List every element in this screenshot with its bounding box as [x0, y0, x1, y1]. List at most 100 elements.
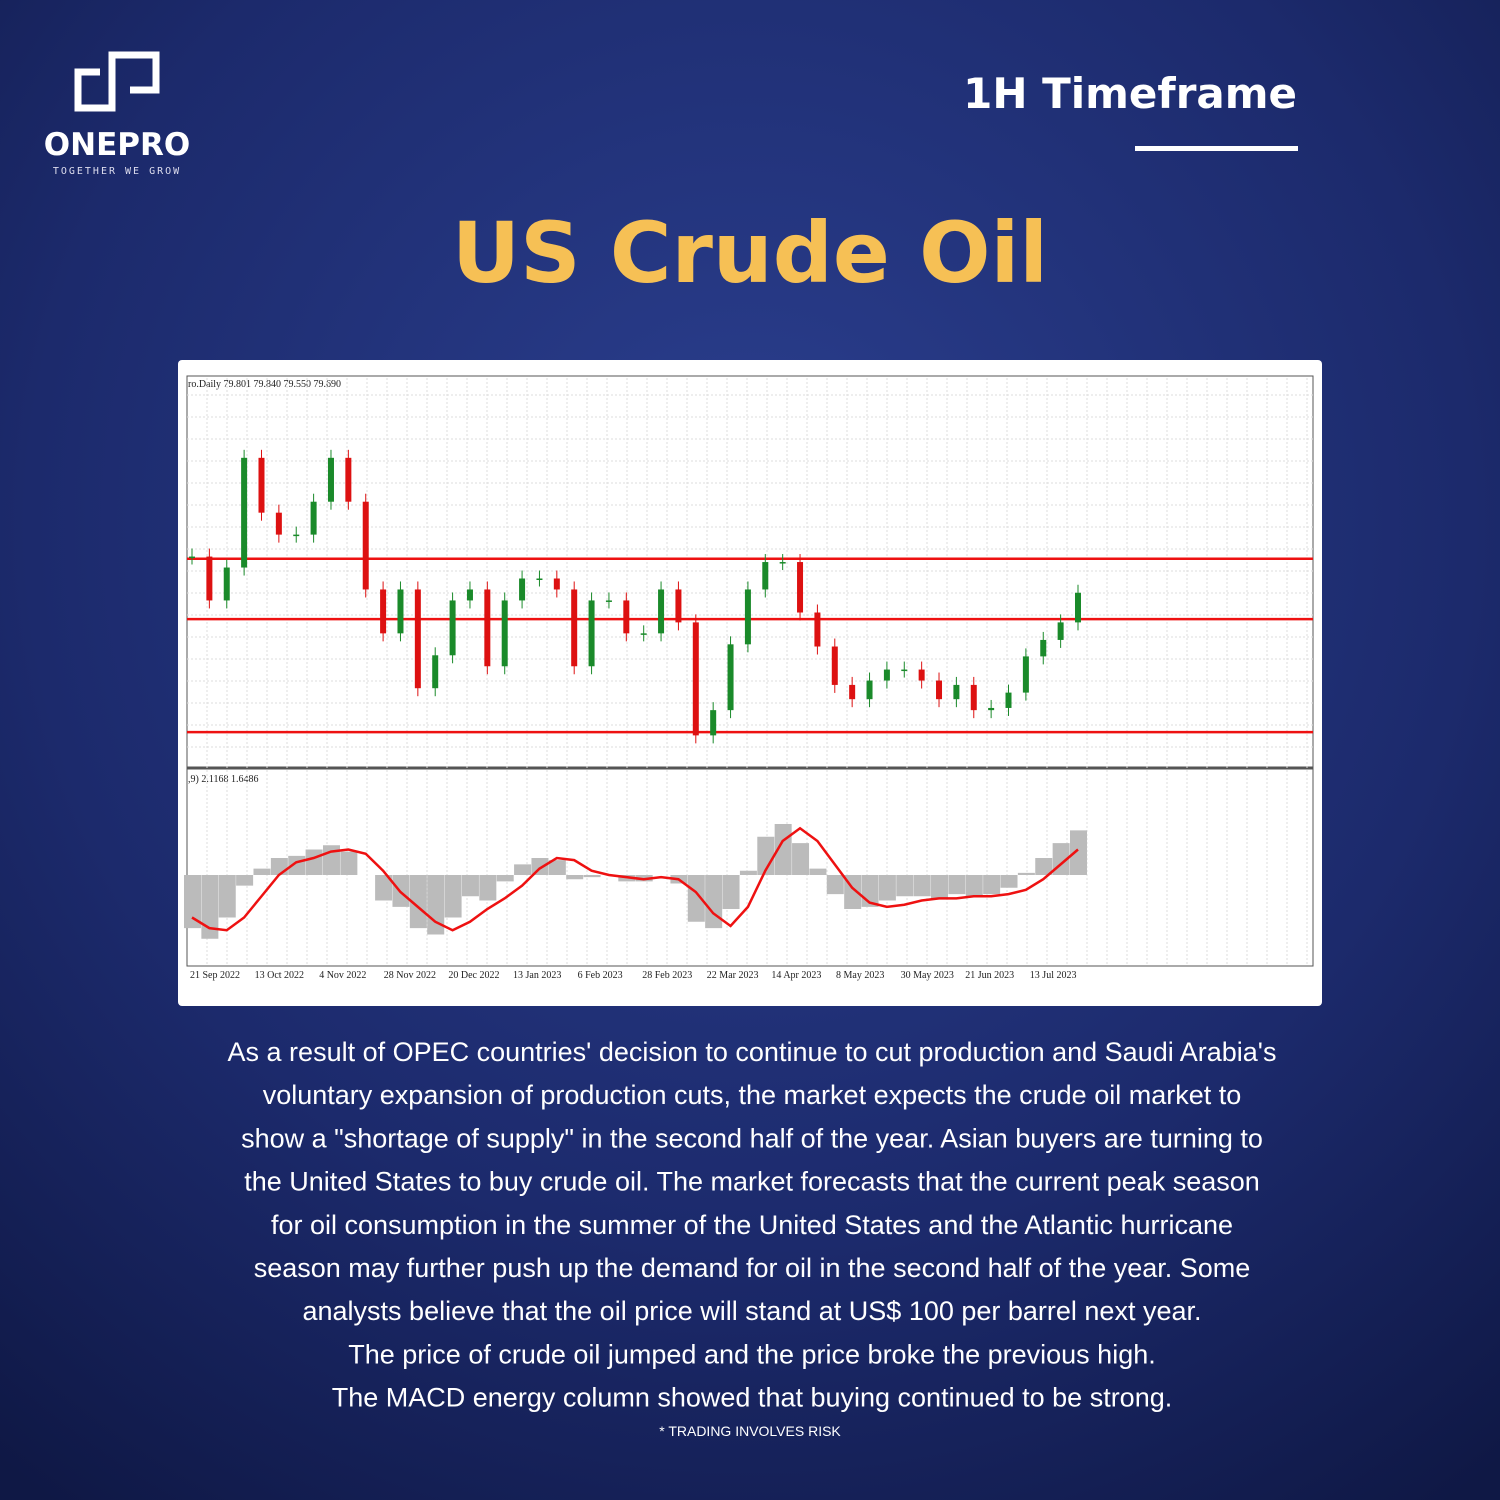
candle — [380, 589, 387, 634]
macd-bar — [184, 875, 201, 929]
candle — [536, 578, 543, 580]
candle — [883, 669, 890, 681]
candle — [275, 512, 282, 535]
candle — [814, 612, 821, 647]
timeframe: 1H Timeframe — [963, 69, 1297, 118]
candle — [901, 669, 908, 672]
candle — [849, 684, 856, 700]
candle — [744, 589, 751, 645]
x-label: 13 Jan 2023 — [513, 970, 561, 981]
macd-bar — [409, 875, 427, 929]
chart-panel — [178, 360, 1322, 1006]
candle — [658, 589, 665, 634]
candle — [970, 684, 977, 711]
candle — [432, 655, 439, 689]
x-label: 14 Apr 2023 — [771, 970, 821, 981]
candle — [258, 457, 265, 513]
candle — [223, 567, 230, 601]
macd-bar — [1035, 858, 1053, 875]
candle — [953, 684, 960, 700]
candle — [310, 501, 317, 535]
candle — [571, 589, 578, 667]
macd-bar — [496, 875, 514, 882]
candle — [762, 562, 769, 590]
candle — [797, 562, 804, 613]
candle — [918, 669, 925, 681]
candle — [588, 600, 595, 667]
candle — [623, 600, 630, 634]
body-line: analysts believe that the oil price will… — [303, 1296, 1202, 1326]
macd-bar — [236, 875, 254, 886]
candle — [779, 562, 786, 564]
brand-tagline: TOGETHER WE GROW — [53, 166, 181, 177]
candle — [605, 600, 612, 602]
candle — [866, 680, 873, 700]
candle — [484, 589, 491, 667]
body-line: for oil consumption in the summer of the… — [271, 1210, 1233, 1240]
candle — [692, 622, 699, 736]
brand-name: ONEPRO — [44, 127, 190, 163]
x-label: 13 Jul 2023 — [1030, 970, 1077, 981]
x-label: 28 Feb 2023 — [642, 970, 692, 981]
macd-bar — [548, 860, 566, 875]
macd-signal — [191, 826, 1079, 932]
candle — [1057, 622, 1064, 640]
candle — [675, 589, 682, 623]
body-line: The price of crude oil jumped and the pr… — [348, 1339, 1155, 1369]
candle — [988, 707, 995, 711]
macd-bar — [739, 870, 757, 875]
body-line: the United States to buy crude oil. The … — [244, 1167, 1260, 1197]
candle — [1005, 692, 1012, 708]
chart: 21 Sep 2022 13 Oct 2022 4 Nov 2022 28 Nov 2… — [184, 378, 1313, 981]
body-text: As a result of OPEC countries' decision … — [228, 1037, 1277, 1413]
candle — [466, 589, 473, 601]
macd-bar — [809, 868, 827, 875]
x-label: 21 Jun 2023 — [965, 970, 1014, 981]
macd-bar — [1017, 872, 1035, 875]
candle — [727, 644, 734, 711]
candle — [345, 457, 352, 502]
x-label: 13 Oct 2022 — [255, 970, 304, 981]
candle — [936, 680, 943, 700]
macd-bar — [201, 875, 219, 939]
candle — [206, 556, 213, 601]
macd-bar — [687, 875, 705, 922]
macd-bar — [948, 875, 966, 895]
macd-header: ,9) 2.1168 1.6486 — [188, 774, 258, 785]
underline — [1135, 146, 1298, 151]
macd-bar — [826, 875, 844, 895]
candle — [831, 646, 838, 685]
price-header: ro.Daily 79.801 79.840 79.550 79.690 — [188, 379, 341, 390]
macd-bar — [566, 875, 584, 880]
macd-bar — [1070, 830, 1087, 875]
macd-bar — [983, 875, 1001, 895]
candle — [1040, 639, 1047, 657]
macd-bar — [878, 875, 896, 901]
candle — [640, 633, 647, 635]
x-label: 28 Nov 2022 — [384, 970, 436, 981]
macd-bar — [461, 875, 479, 897]
candle — [362, 501, 369, 590]
chart-frame — [186, 375, 1314, 967]
candle — [189, 556, 195, 559]
candle — [397, 589, 404, 634]
macd-bar — [218, 875, 236, 918]
candle — [1075, 592, 1081, 623]
macd-bar — [444, 875, 462, 918]
macd-bar — [305, 849, 323, 875]
macd-bar — [705, 875, 723, 929]
candle — [241, 457, 248, 568]
macd-bar — [913, 875, 931, 897]
body-line: show a "shortage of supply" in the secon… — [241, 1123, 1263, 1153]
candle — [519, 578, 526, 601]
candle — [553, 578, 560, 590]
body-line: The MACD energy column showed that buyin… — [332, 1383, 1172, 1413]
macd-bar — [514, 864, 532, 875]
x-label: 22 Mar 2023 — [707, 970, 759, 981]
x-label: 20 Dec 2022 — [448, 970, 499, 981]
macd-bar — [931, 875, 949, 899]
candle — [414, 589, 421, 689]
macd-bar — [253, 868, 271, 875]
